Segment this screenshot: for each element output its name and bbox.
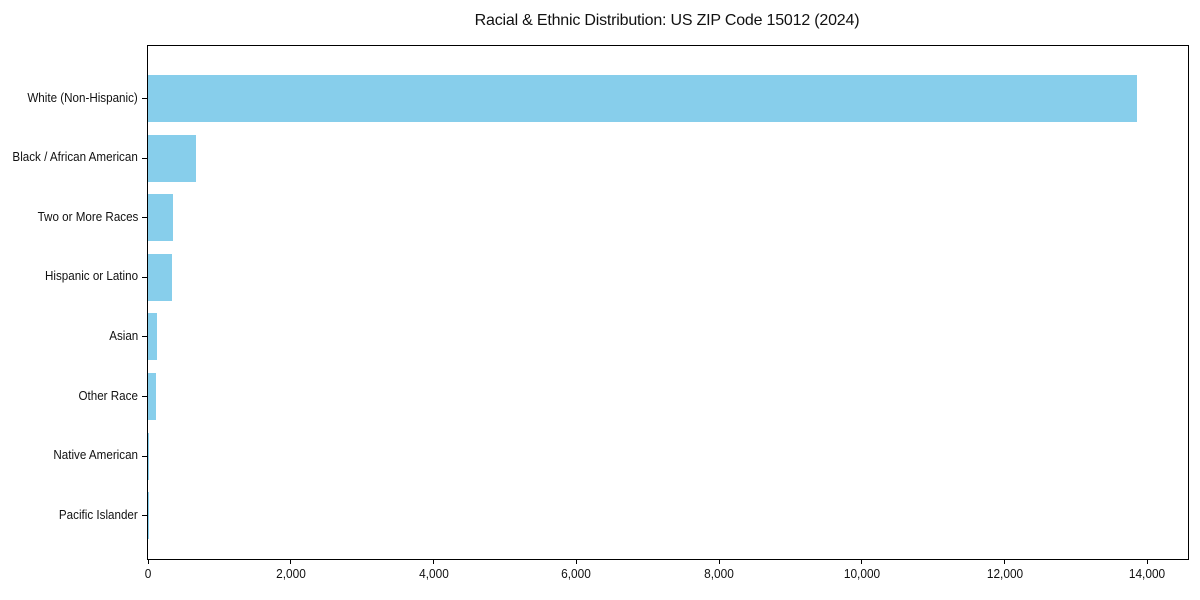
y-tick-mark (142, 336, 147, 338)
y-tick-label: Hispanic or Latino (44, 269, 138, 284)
y-tick-mark (142, 455, 147, 457)
x-tick-mark (433, 559, 435, 564)
bar (148, 75, 1137, 122)
x-tick-mark (290, 559, 292, 564)
y-tick-mark (142, 217, 147, 219)
x-tick-label: 0 (144, 567, 152, 581)
bar (148, 432, 149, 480)
x-tick-mark (147, 559, 149, 564)
x-tick-mark (1146, 559, 1148, 564)
bar (148, 134, 196, 182)
y-tick-mark (142, 396, 147, 397)
y-tick-mark (142, 276, 147, 278)
y-tick-mark (142, 98, 147, 99)
x-tick-mark (575, 559, 577, 564)
y-tick-label: Asian (108, 328, 138, 343)
bar (148, 313, 158, 361)
bar (148, 253, 172, 301)
y-tick-label: Other Race (78, 388, 138, 403)
y-tick-label: Two or More Races (37, 209, 138, 224)
x-tick-label: 4,000 (418, 567, 449, 581)
x-tick-mark (1004, 559, 1006, 564)
chart-title: Racial & Ethnic Distribution: US ZIP Cod… (474, 12, 860, 29)
bar (148, 194, 173, 242)
y-tick-label: Pacific Islander (59, 507, 138, 522)
plot-area: White (Non-Hispanic) Black / African Amer… (13, 45, 1189, 581)
x-tick-label: 10,000 (843, 567, 880, 581)
x-tick-label: 12,000 (986, 567, 1023, 581)
x-tick-label: 14,000 (1129, 567, 1166, 581)
y-tick-label: Black / African American (12, 150, 138, 165)
x-tick-mark (718, 559, 720, 564)
y-tick-label: Native American (53, 448, 138, 463)
x-tick-label: 8,000 (704, 567, 734, 581)
y-tick-mark (142, 157, 147, 159)
y-tick-mark (142, 515, 147, 517)
x-tick-label: 2,000 (275, 567, 306, 581)
bar (148, 373, 157, 420)
y-tick-label: White (Non-Hispanic) (27, 90, 138, 105)
x-tick-mark (861, 559, 863, 564)
x-tick-label: 6,000 (561, 567, 592, 581)
